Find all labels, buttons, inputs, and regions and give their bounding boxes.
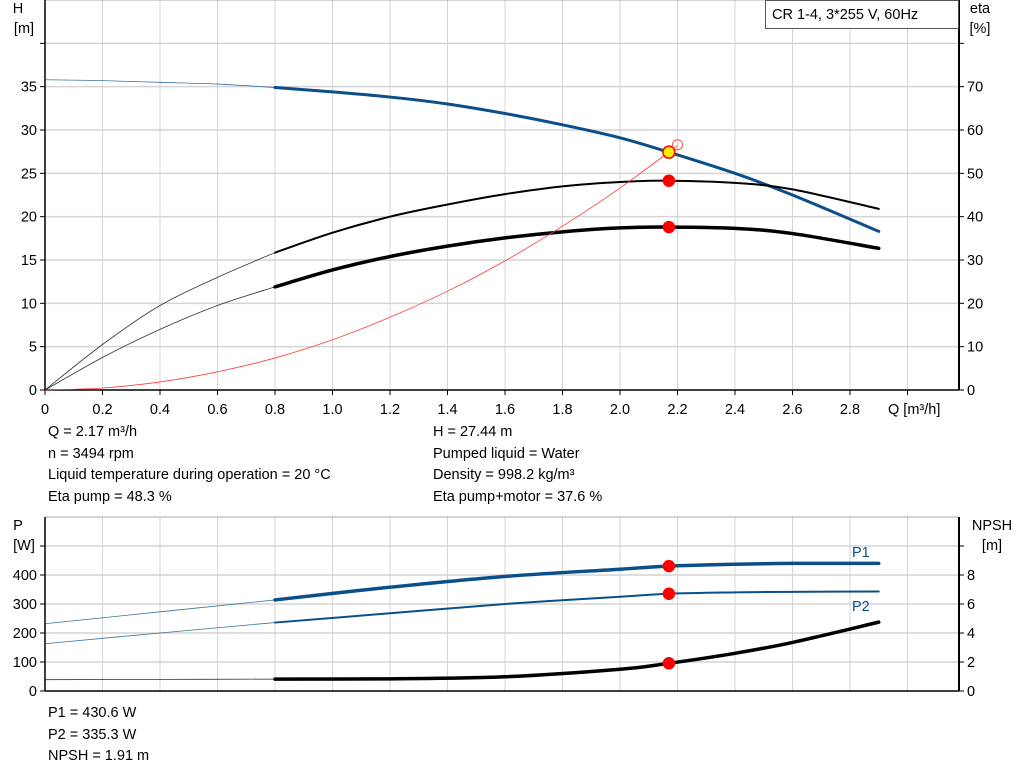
y-axis-unit-right: [%] [970,21,991,37]
y-tick-label-right: 4 [967,626,975,642]
x-tick-label: 2.0 [610,402,630,418]
series-NPSH-thin [44,678,276,681]
info-eta-pump-motor: Eta pump+motor = 37.6 % [433,488,603,505]
info-density: Density = 998.2 kg/m³ [433,467,575,483]
y-axis-label-right: NPSH [972,518,1012,534]
x-tick-label: 1.0 [322,402,342,418]
series-system-curve [44,145,678,391]
y-tick-label-right: 6 [967,597,975,613]
info-eta-pump: Eta pump = 48.3 % [48,488,172,505]
y-axis-unit-right: [m] [982,538,1002,554]
series-eta-pump-motor-thin [44,286,276,391]
series-eta-pump-thin [44,252,276,391]
x-tick-label: 0 [41,402,49,418]
x-tick-label: 0.4 [150,402,170,418]
info-flow: Q = 2.17 m³/h [48,424,138,440]
y-tick-label-left: 300 [13,597,37,613]
eta-total-point [662,220,676,234]
series-head-thin [44,79,276,88]
panel-0 [40,0,964,395]
y-tick-label-right: 40 [967,210,983,226]
y-tick-label-right: 0 [967,684,975,700]
info-top-left: Q = 2.17 m³/h n = 3494 rpm Liquid temper… [48,422,331,508]
info-head: H = 27.44 m [433,424,513,440]
y-tick-label-left: 200 [13,626,37,642]
y-tick-label-right: 60 [967,123,983,139]
series-P1 [273,561,881,602]
p2-point [662,587,676,601]
legend-box-label: CR 1-4, 3*255 V, 60Hz [772,7,918,23]
x-tick-label: 1.6 [495,402,515,418]
p1-point [662,559,676,573]
series-eta-pump [274,179,880,254]
y-tick-label-right: 8 [967,568,975,584]
npsh-point [662,657,676,670]
info-bottom: P1 = 430.6 W P2 = 335.3 W NPSH = 1.91 m [48,703,149,768]
x-tick-label: 0.2 [92,402,112,418]
info-speed: n = 3494 rpm [48,445,134,462]
requested-point [672,139,683,151]
y-tick-label-left: 400 [13,568,37,584]
y-tick-label-left: 20 [21,210,37,226]
y-tick-label-right: 70 [967,80,983,96]
y-tick-label-left: 0 [29,383,37,399]
series-P1-thin [44,599,276,625]
series-eta-pump-motor [273,225,881,289]
y-tick-label-left: 25 [21,166,37,182]
y-tick-label-right: 30 [967,253,983,269]
y-axis-label-left: H [13,1,23,17]
x-tick-label: 1.8 [552,402,572,418]
y-tick-label-right: 10 [967,340,983,356]
x-tick-label: 2.6 [782,402,802,418]
series-P2 [274,590,880,624]
x-axis-label: Q [m³/h] [888,402,940,418]
y-tick-label-left: 15 [21,253,37,269]
info-liquid-temp: Liquid temperature during operation = 20… [48,467,331,483]
x-tick-label: 2.4 [725,402,745,418]
y-axis-label-left: P [13,518,23,534]
y-axis-unit-left: [W] [13,538,35,554]
x-tick-label: 2.8 [840,402,860,418]
x-tick-label: 1.2 [380,402,400,418]
y-tick-label-right: 20 [967,296,983,312]
info-npsh: NPSH = 1.91 m [48,748,150,764]
x-tick-label: 1.4 [437,402,457,418]
panel-1 [40,516,964,692]
x-tick-label: 2.2 [667,402,687,418]
eta-pump-point [662,174,676,187]
duty-point [662,145,676,159]
y-tick-label-right: 0 [967,383,975,399]
y-tick-label-right: 2 [967,655,975,671]
series-head [273,86,881,233]
series-label-P1: P1 [852,545,870,561]
y-axis-label-right: eta [970,1,991,17]
info-p2: P2 = 335.3 W [48,726,137,743]
series-NPSH [273,620,881,681]
y-tick-label-left: 35 [21,80,37,96]
y-tick-label-left: 10 [21,296,37,312]
info-pumped-liquid: Pumped liquid = Water [433,445,580,462]
y-axis-unit-left: [m] [14,21,34,37]
series-label-P2: P2 [852,599,870,615]
y-tick-label-right: 50 [967,166,983,182]
x-tick-label: 0.8 [265,402,285,418]
y-tick-label-left: 5 [29,340,37,356]
legend-box [765,0,959,29]
y-tick-label-left: 100 [13,655,37,671]
x-tick-label: 0.6 [207,402,227,418]
y-tick-label-left: 30 [21,123,37,139]
info-p1: P1 = 430.6 W [48,705,137,721]
series-P2-thin [44,622,276,645]
y-tick-label-left: 0 [29,684,37,700]
info-top-right: H = 27.44 m Pumped liquid = Water Densit… [433,422,602,508]
